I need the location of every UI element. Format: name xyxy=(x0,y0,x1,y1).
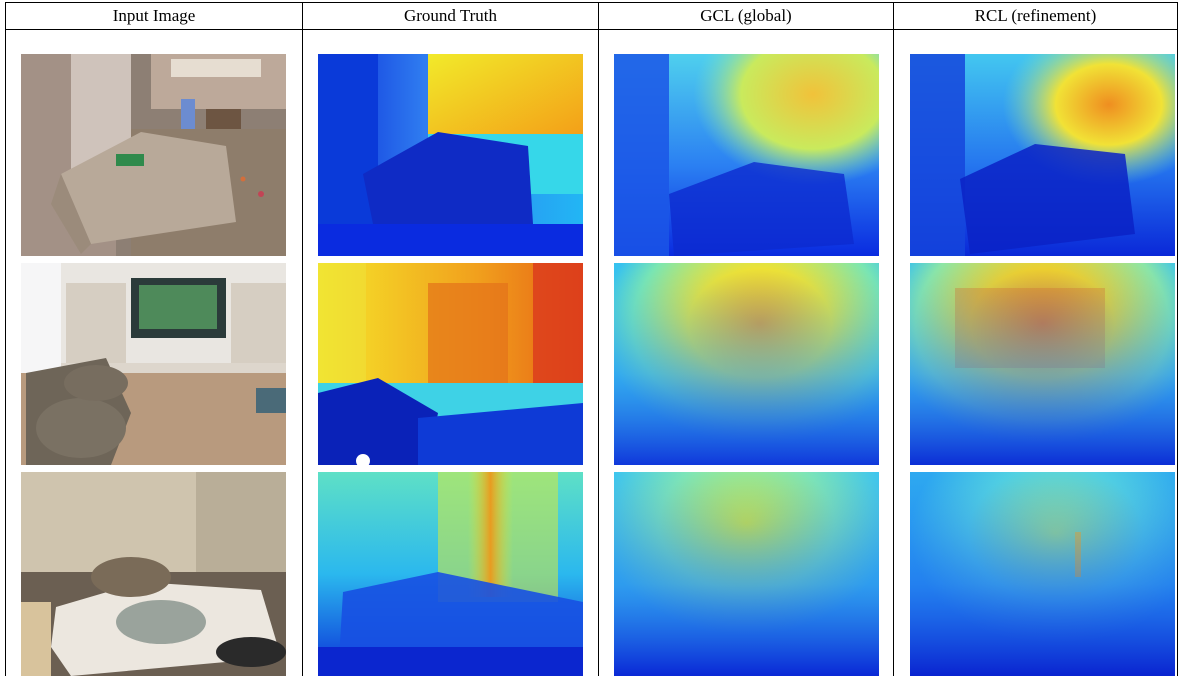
row2-input-image xyxy=(21,263,286,465)
header-rcl-refinement: RCL (refinement) xyxy=(974,6,1097,25)
row2-ground-truth-depth xyxy=(318,263,583,465)
row3-input-image xyxy=(21,472,286,676)
row3-rcl-depth xyxy=(910,472,1175,676)
row1-rcl-depth xyxy=(910,54,1175,256)
header-input-image: Input Image xyxy=(112,6,196,25)
col-divider-0 xyxy=(5,2,6,676)
col-divider-1 xyxy=(302,2,303,676)
col-divider-2 xyxy=(598,2,599,676)
row2-rcl-depth xyxy=(910,263,1175,465)
col-divider-3 xyxy=(893,2,894,676)
table-header-rule xyxy=(5,29,1178,30)
row3-ground-truth-depth xyxy=(318,472,583,676)
header-gcl-global: GCL (global) xyxy=(700,6,792,25)
row1-input-image xyxy=(21,54,286,256)
col-divider-4 xyxy=(1177,2,1178,676)
header-ground-truth: Ground Truth xyxy=(403,6,498,25)
table-top-rule xyxy=(5,2,1178,3)
row2-gcl-depth xyxy=(614,263,879,465)
figure-table: Input Image Ground Truth GCL (global) RC… xyxy=(5,2,1178,676)
row3-gcl-depth xyxy=(614,472,879,676)
row1-ground-truth-depth xyxy=(318,54,583,256)
row1-gcl-depth xyxy=(614,54,879,256)
